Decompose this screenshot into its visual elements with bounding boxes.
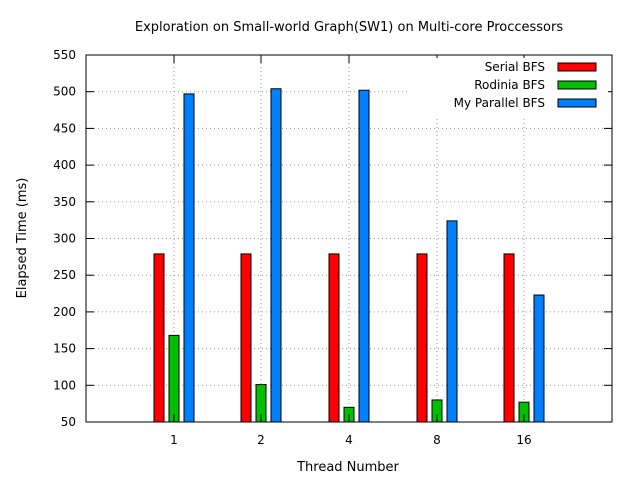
x-tick-label: 2 bbox=[257, 433, 265, 447]
y-tick-label: 100 bbox=[53, 378, 76, 392]
y-tick-label: 150 bbox=[53, 342, 76, 356]
legend-swatch bbox=[557, 98, 597, 108]
bar-my-parallel-bfs-2 bbox=[270, 88, 282, 423]
bar-my-parallel-bfs-4 bbox=[358, 89, 370, 423]
y-tick-label: 250 bbox=[53, 268, 76, 282]
bar-rodinia-bfs-1 bbox=[168, 334, 180, 423]
legend-label: Rodinia BFS bbox=[474, 78, 545, 92]
bar-serial-bfs-1 bbox=[153, 253, 165, 423]
bar-serial-bfs-4 bbox=[328, 253, 340, 423]
legend-swatch bbox=[557, 80, 597, 90]
y-tick-label: 350 bbox=[53, 195, 76, 209]
y-tick-label: 300 bbox=[53, 232, 76, 246]
x-tick-label: 8 bbox=[433, 433, 441, 447]
legend-swatch bbox=[557, 62, 597, 72]
chart-title: Exploration on Small-world Graph(SW1) on… bbox=[135, 20, 563, 35]
bar-serial-bfs-8 bbox=[416, 253, 428, 423]
y-axis-label: Elapsed Time (ms) bbox=[15, 178, 30, 299]
legend: Serial BFS Rodinia BFS My Parallel BFS bbox=[410, 58, 608, 118]
bar-serial-bfs-2 bbox=[240, 253, 252, 423]
y-tick-label: 200 bbox=[53, 305, 76, 319]
legend-label: Serial BFS bbox=[485, 60, 545, 74]
x-axis-label: Thread Number bbox=[296, 460, 399, 475]
y-tick-label: 450 bbox=[53, 121, 76, 135]
bar-my-parallel-bfs-8 bbox=[446, 220, 458, 423]
bar-serial-bfs-16 bbox=[503, 253, 515, 423]
x-tick-label: 16 bbox=[516, 433, 531, 447]
bar-my-parallel-bfs-16 bbox=[533, 294, 545, 423]
x-tick-label: 4 bbox=[345, 433, 353, 447]
y-tick-label: 400 bbox=[53, 158, 76, 172]
y-tick-label: 550 bbox=[53, 48, 76, 62]
bar-my-parallel-bfs-1 bbox=[183, 93, 195, 423]
x-tick-label: 1 bbox=[170, 433, 178, 447]
y-tick-label: 500 bbox=[53, 85, 76, 99]
legend-label: My Parallel BFS bbox=[454, 96, 545, 110]
bars bbox=[153, 88, 545, 423]
y-tick-label: 50 bbox=[61, 415, 76, 429]
axis-ticks: 50 100 150 200 250 300 350 400 450 500 550 1 2 4 8 16 bbox=[53, 48, 612, 447]
